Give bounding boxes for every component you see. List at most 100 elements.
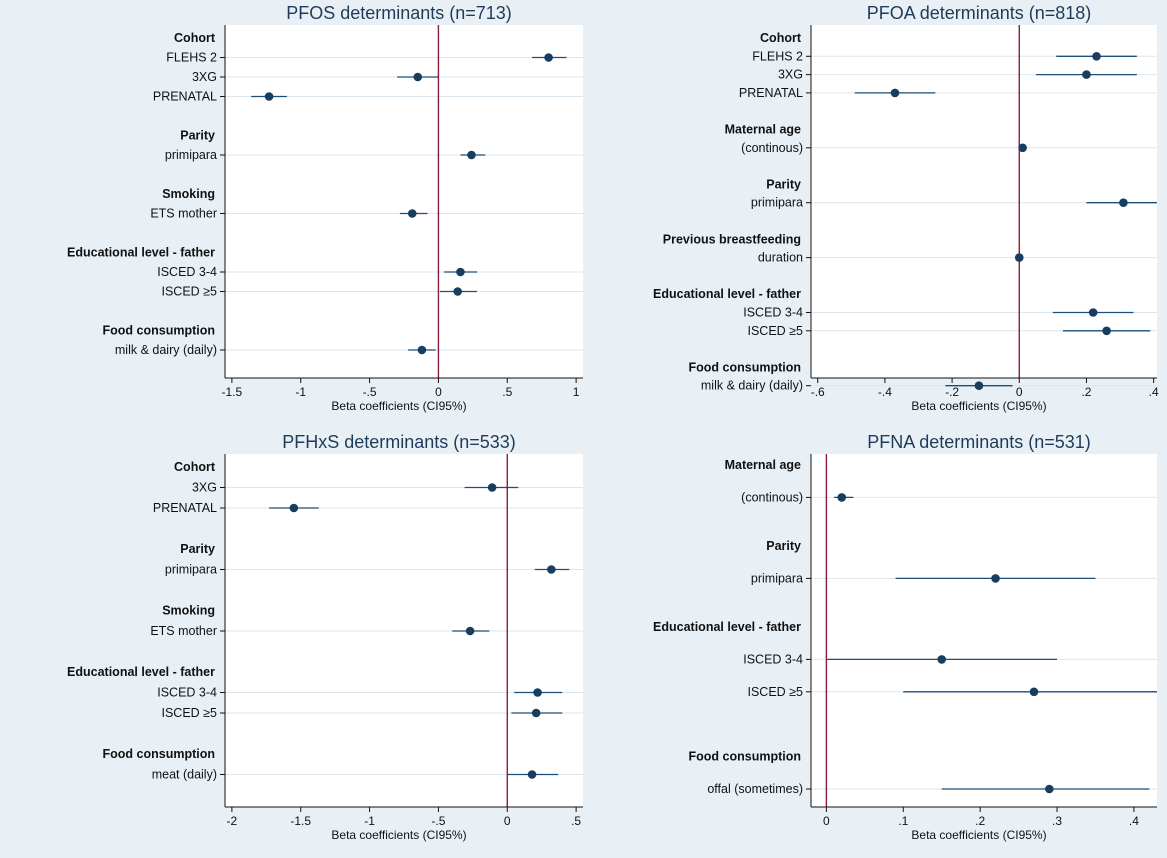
plot-area xyxy=(225,25,583,378)
panel-pfoa: PFOA determinants (n=818) Cohort FLEHS 2 3X… xyxy=(583,0,1167,429)
row-label: 3XG xyxy=(778,68,803,82)
estimate-point xyxy=(837,493,847,502)
x-tick-label: 0 xyxy=(435,385,442,399)
panel-pfhxs: PFHxS determinants (n=533) Cohort 3XG PRENA… xyxy=(0,429,583,858)
x-tick-label: -.4 xyxy=(878,385,892,399)
row-label: primipara xyxy=(751,196,803,210)
row-label: PRENATAL xyxy=(153,90,217,104)
group-label: Parity xyxy=(766,539,801,553)
estimate-point xyxy=(417,345,427,355)
estimate-point xyxy=(407,209,417,218)
row-label: milk & dairy (daily) xyxy=(701,379,803,393)
x-tick-label: 0 xyxy=(1016,385,1023,399)
panel-pfna: PFNA determinants (n=531) Maternal age (co… xyxy=(583,429,1167,858)
panel-pfos: PFOS determinants (n=713) Cohort FLEHS 2 3X… xyxy=(0,0,583,429)
estimate-point xyxy=(1092,52,1101,61)
x-tick-label: .4 xyxy=(1129,814,1139,828)
x-tick-label: 0 xyxy=(504,814,511,828)
row-label: 3XG xyxy=(192,70,217,84)
row-label: PRENATAL xyxy=(739,86,803,100)
x-axis-label: Beta coefficients (CI95%) xyxy=(331,828,466,842)
estimate-point xyxy=(937,655,947,664)
group-label: Maternal age xyxy=(725,458,801,472)
estimate-point xyxy=(1119,198,1128,207)
estimate-point xyxy=(1082,70,1091,79)
row-label: ETS mother xyxy=(150,624,217,638)
row-label: offal (sometimes) xyxy=(707,782,803,796)
estimate-point xyxy=(413,72,423,82)
x-tick-label: -.5 xyxy=(363,385,377,399)
estimate-point xyxy=(890,88,900,98)
chart-title: PFOS determinants (n=713) xyxy=(286,3,512,23)
x-tick-label: .5 xyxy=(571,814,581,828)
group-label: Smoking xyxy=(162,604,215,618)
x-tick-label: -1.5 xyxy=(222,385,243,399)
group-label: Parity xyxy=(766,177,801,191)
group-label: Food consumption xyxy=(103,747,215,761)
x-tick-label: -2 xyxy=(227,814,238,828)
x-tick-label: -1.5 xyxy=(290,814,311,828)
estimate-point xyxy=(453,287,463,296)
chart-pfos: PFOS determinants (n=713) Cohort FLEHS 2 3X… xyxy=(67,3,583,413)
group-label: Cohort xyxy=(174,460,216,474)
estimate-point xyxy=(487,483,497,492)
x-tick-label: -1 xyxy=(295,385,306,399)
estimate-point xyxy=(1102,326,1111,336)
x-tick-label: 1 xyxy=(573,385,580,399)
row-label: duration xyxy=(758,251,803,265)
estimate-point xyxy=(1029,687,1039,697)
row-label: (continous) xyxy=(741,141,803,155)
row-label: ETS mother xyxy=(150,207,217,221)
estimate-point xyxy=(1045,784,1054,794)
x-axis-label: Beta coefficients (CI95%) xyxy=(331,399,466,413)
chart-pfoa: PFOA determinants (n=818) Cohort FLEHS 2 3X… xyxy=(653,3,1159,413)
row-label: milk & dairy (daily) xyxy=(115,343,217,357)
x-tick-label: -.6 xyxy=(811,385,825,399)
group-label: Food consumption xyxy=(689,360,801,374)
estimate-point xyxy=(991,574,1000,583)
group-label: Parity xyxy=(180,542,215,556)
group-label: Smoking xyxy=(162,187,215,201)
group-label: Educational level - father xyxy=(653,287,801,301)
row-label: FLEHS 2 xyxy=(752,49,803,63)
x-tick-label: .2 xyxy=(975,814,985,828)
x-tick-label: 0 xyxy=(823,814,830,828)
group-label: Maternal age xyxy=(725,123,801,137)
row-label: meat (daily) xyxy=(152,768,217,782)
row-label: ISCED ≥5 xyxy=(162,285,218,299)
estimate-point xyxy=(1088,308,1098,317)
row-label: ISCED ≥5 xyxy=(748,324,804,338)
row-label: primipara xyxy=(165,148,217,162)
row-label: (continous) xyxy=(741,490,803,504)
estimate-point xyxy=(527,770,537,779)
estimate-point xyxy=(456,267,465,277)
estimate-point xyxy=(1014,253,1024,262)
row-label: ISCED 3-4 xyxy=(743,306,803,320)
group-label: Cohort xyxy=(760,31,802,45)
estimate-point xyxy=(289,503,299,513)
x-tick-label: .3 xyxy=(1052,814,1062,828)
row-label: 3XG xyxy=(192,481,217,495)
group-label: Parity xyxy=(180,129,215,143)
group-label: Food consumption xyxy=(103,324,215,338)
group-label: Previous breastfeeding xyxy=(663,232,801,246)
chart-pfna: PFNA determinants (n=531) Maternal age (co… xyxy=(653,432,1157,842)
estimate-point xyxy=(467,150,476,160)
row-label: ISCED ≥5 xyxy=(748,685,804,699)
group-label: Educational level - father xyxy=(67,665,215,679)
estimate-point xyxy=(264,92,274,101)
group-label: Food consumption xyxy=(689,750,801,764)
group-label: Educational level - father xyxy=(653,620,801,634)
estimate-point xyxy=(547,565,556,574)
x-tick-label: -.5 xyxy=(431,814,445,828)
chart-title: PFNA determinants (n=531) xyxy=(867,432,1091,452)
group-label: Cohort xyxy=(174,31,216,45)
row-label: ISCED 3-4 xyxy=(743,652,803,666)
chart-pfhxs: PFHxS determinants (n=533) Cohort 3XG PRENA… xyxy=(67,432,583,842)
row-label: ISCED 3-4 xyxy=(157,265,217,279)
group-label: Educational level - father xyxy=(67,246,215,260)
estimate-point xyxy=(531,708,541,718)
x-axis-label: Beta coefficients (CI95%) xyxy=(911,399,1046,413)
x-tick-label: .5 xyxy=(502,385,512,399)
